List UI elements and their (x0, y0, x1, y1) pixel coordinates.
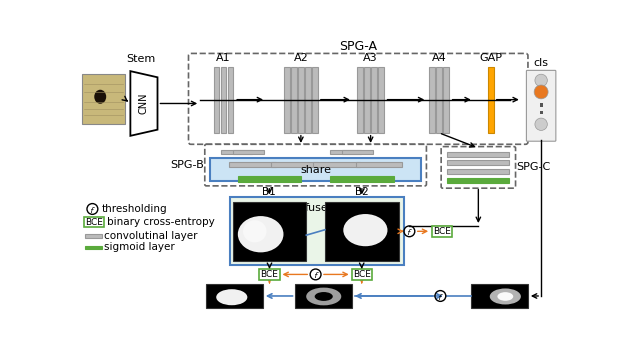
Bar (234, 150, 264, 154)
Bar (364, 67, 370, 133)
Bar (358, 67, 363, 133)
Ellipse shape (306, 288, 341, 305)
Text: $\mathcal{f}$: $\mathcal{f}$ (90, 205, 96, 215)
Text: BCE: BCE (353, 270, 371, 279)
Bar (221, 67, 226, 133)
Circle shape (534, 85, 548, 99)
Bar (447, 169, 509, 174)
Bar (228, 67, 233, 133)
Bar (271, 162, 317, 167)
Bar (84, 217, 104, 228)
Bar (259, 269, 280, 280)
Ellipse shape (243, 220, 266, 243)
Ellipse shape (94, 90, 106, 104)
Text: SPG-C: SPG-C (516, 162, 550, 172)
Bar (230, 198, 404, 265)
Bar (540, 111, 543, 114)
Text: SPG-A: SPG-A (339, 40, 377, 53)
Text: BCE: BCE (260, 270, 278, 279)
Bar (447, 160, 509, 165)
Ellipse shape (490, 289, 521, 304)
Bar (233, 202, 307, 261)
Text: share: share (300, 165, 331, 175)
Text: BCE: BCE (85, 217, 103, 227)
Text: A3: A3 (364, 53, 378, 64)
Bar (371, 67, 377, 133)
Bar (312, 67, 317, 133)
Bar (206, 284, 263, 308)
Text: B2: B2 (355, 187, 369, 198)
Text: convolutinal layer: convolutinal layer (104, 231, 198, 241)
Bar (488, 67, 494, 133)
Bar (83, 74, 125, 124)
Bar (540, 104, 543, 106)
Bar (325, 202, 399, 261)
Bar (296, 284, 352, 308)
Bar (221, 150, 252, 154)
Bar (214, 67, 219, 133)
Bar (429, 67, 435, 133)
Text: A1: A1 (216, 53, 230, 64)
FancyBboxPatch shape (441, 147, 516, 188)
Bar (443, 67, 449, 133)
Text: $\mathcal{f}$: $\mathcal{f}$ (437, 292, 444, 302)
Text: GAP: GAP (479, 53, 502, 64)
Bar (314, 162, 360, 167)
Ellipse shape (497, 292, 513, 301)
Bar (284, 67, 290, 133)
Text: SPG-B: SPG-B (170, 160, 204, 170)
Text: sigmoid layer: sigmoid layer (104, 243, 175, 252)
Bar (447, 151, 509, 157)
Bar (210, 158, 421, 181)
Bar (342, 150, 373, 154)
Text: cls: cls (534, 58, 548, 68)
Bar (447, 178, 509, 183)
Bar (298, 67, 303, 133)
FancyBboxPatch shape (527, 70, 556, 141)
Ellipse shape (343, 214, 387, 246)
Bar (291, 67, 296, 133)
Bar (85, 246, 102, 250)
Text: A4: A4 (431, 53, 446, 64)
Text: BCE: BCE (433, 227, 451, 236)
FancyBboxPatch shape (189, 53, 528, 144)
Ellipse shape (216, 289, 247, 305)
Circle shape (535, 74, 547, 87)
Bar (378, 67, 384, 133)
Bar (351, 269, 372, 280)
Bar (237, 176, 301, 181)
Ellipse shape (238, 216, 284, 252)
Text: $\mathcal{f}$: $\mathcal{f}$ (406, 227, 413, 237)
Bar (330, 176, 394, 181)
Bar (305, 67, 310, 133)
FancyBboxPatch shape (205, 144, 426, 186)
Bar (85, 234, 102, 238)
Text: Stem: Stem (126, 54, 155, 64)
Bar (436, 67, 442, 133)
Text: fuse: fuse (305, 203, 328, 213)
Circle shape (535, 118, 547, 131)
Text: $\mathcal{f}$: $\mathcal{f}$ (312, 270, 319, 280)
Text: CNN: CNN (138, 93, 148, 114)
Bar (229, 162, 276, 167)
Text: B1: B1 (262, 187, 276, 198)
Ellipse shape (315, 292, 333, 301)
Text: binary cross-entropy: binary cross-entropy (107, 217, 215, 227)
Polygon shape (131, 71, 157, 136)
Text: A2: A2 (294, 53, 308, 64)
Bar (432, 226, 452, 237)
Bar (356, 162, 402, 167)
Bar (472, 284, 528, 308)
Bar (330, 150, 360, 154)
Text: thresholding: thresholding (102, 204, 167, 214)
